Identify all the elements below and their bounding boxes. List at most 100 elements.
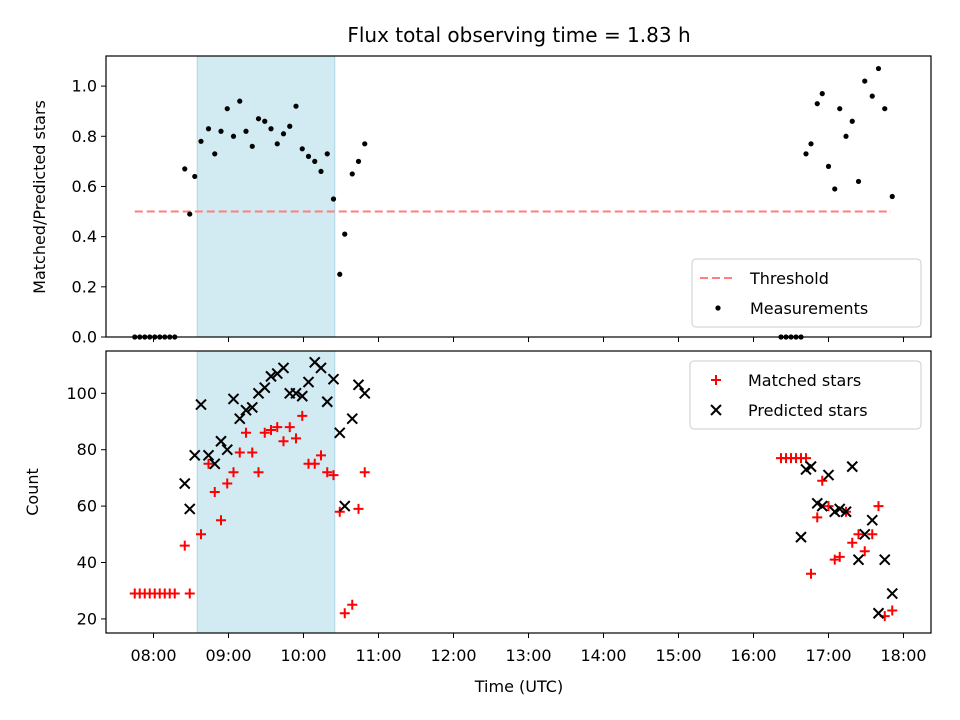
plot-frame [105,350,932,634]
ratio-panel: 0.0 0.2 0.4 0.6 0.8 1.0 Threshold Measurements [72,55,932,347]
y-tick-label: 0.8 [72,127,97,146]
measurement-point [299,146,305,152]
matched-point [259,427,270,438]
measurement-point [192,173,198,180]
matched-point [179,540,190,551]
measurement-point [224,106,230,112]
x-tick-label: 10:00 [280,646,326,665]
measurement-point [324,151,330,157]
legend-predicted-swatch [710,404,722,416]
predicted-point [277,362,290,374]
x-tick-label: 16:00 [730,646,776,665]
predicted-point [805,460,817,473]
matched-point [853,529,864,540]
matched-point [834,551,845,562]
measurement-point [814,101,820,107]
matched-point [241,427,251,438]
predicted-point [879,553,891,566]
measurement-point [882,106,888,112]
predicted-point [866,514,878,526]
x-tick-label: 08:00 [130,646,176,665]
measurement-point [318,168,324,175]
measurement-point [819,91,825,97]
measurement-point [262,118,268,124]
predicted-stars-series [179,356,898,619]
measurement-point [268,126,274,132]
matched-point [203,458,214,469]
matched-point [347,599,358,610]
matched-point [339,608,350,619]
matched-point [169,588,180,599]
measurement-point [287,123,293,129]
measurement-point [832,186,838,192]
measurement-point [230,133,237,139]
measurement-point [849,118,855,124]
y-tick-label: 100 [66,384,97,403]
measurement-point [862,78,868,84]
legend-label: Predicted stars [748,401,868,420]
predicted-point [327,373,340,385]
predicted-point [290,387,302,400]
measurement-point [825,163,832,169]
y-tick-label: 60 [77,497,97,516]
matched-point [812,512,823,523]
observing-window-band [196,55,336,338]
matched-stars-series [129,410,898,622]
predicted-point [795,531,807,543]
measurement-point [855,178,862,185]
predicted-point [886,587,898,600]
legend-label: Matched stars [748,371,861,390]
plot-frame [105,55,932,338]
predicted-point [259,381,271,394]
y-axis-label-ratio: Matched/Predicted stars [30,100,49,294]
y-tick-label: 80 [77,440,97,459]
legend-matched-swatch [711,375,721,385]
matched-point [859,546,870,557]
predicted-point [352,379,365,391]
y-tick-label: 1.0 [72,77,97,96]
x-axis-label: Time (UTC) [474,677,563,696]
measurement-point [843,133,849,139]
predicted-point [859,528,871,541]
measurement-point [243,128,249,134]
predicted-point [321,396,333,408]
measurement-point [187,211,193,217]
matched-point [266,424,276,435]
matched-point [284,422,295,433]
predicted-point [296,390,308,402]
matched-point [253,467,264,478]
legend: Matched stars Predicted stars [689,360,922,430]
predicted-point [302,376,315,388]
matched-point [272,422,283,433]
legend-measurements-swatch [715,305,721,311]
measurement-point [803,151,809,157]
x-tick-label: 09:00 [205,646,251,665]
matched-point [316,450,326,461]
predicted-point [234,412,246,425]
x-tick-label: 12:00 [430,646,476,665]
matched-point [334,506,345,517]
matched-point [184,588,195,599]
matched-point [353,503,364,514]
matched-point [247,447,258,458]
predicted-point [215,435,227,447]
legend-box [689,360,922,430]
measurement-point [182,166,188,172]
predicted-point [240,404,252,416]
matched-point [359,467,370,478]
predicted-point [339,500,351,512]
predicted-point [840,506,852,518]
matched-point [234,447,245,458]
legend: Threshold Measurements [691,258,922,328]
measurement-point [362,141,368,147]
x-tick-label: 15:00 [655,646,701,665]
predicted-point [334,427,346,439]
count-panel: 20 40 60 80 100 08:00 09:00 10:00 11:00 12:00 13:0… [66,350,932,665]
measurement-point [212,151,218,157]
y-tick-label: 20 [77,609,97,628]
predicted-point [179,477,191,490]
measurement-point [218,128,224,134]
matched-point [228,467,239,478]
measurement-point [330,196,337,202]
